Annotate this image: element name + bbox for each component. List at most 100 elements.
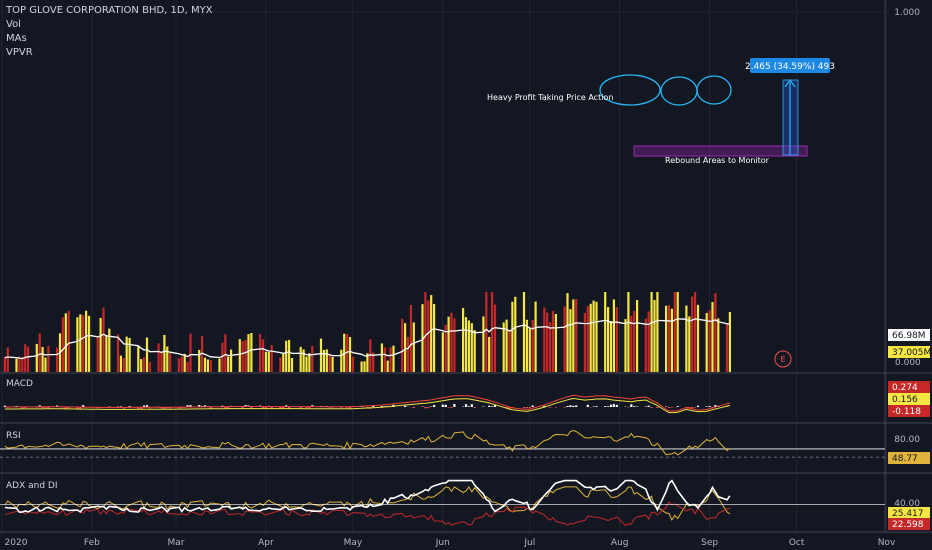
macd-histogram-bar [282, 407, 285, 409]
macd-histogram-bar [56, 405, 59, 407]
volume-bar [105, 335, 108, 372]
volume-bar [67, 310, 70, 372]
pane-tick-label: 80.00 [894, 435, 920, 445]
volume-bar [656, 292, 659, 372]
volume-bar [108, 328, 111, 372]
volume-bar [453, 318, 456, 372]
volume-bar [522, 292, 526, 372]
volume-bar [79, 314, 82, 372]
volume-bar [728, 311, 731, 372]
volume-bar [549, 322, 552, 372]
time-tick-label: Nov [878, 538, 896, 548]
macd-histogram-bar [441, 404, 444, 407]
macd-histogram-bar [714, 405, 717, 407]
axis-badge: 66.98M [888, 329, 930, 341]
volume-bar [35, 343, 38, 372]
volume-bar [282, 353, 285, 372]
volume-bar [450, 312, 453, 372]
macd-pane [3, 394, 731, 414]
volume-bar [148, 361, 151, 372]
volume-bar [363, 361, 366, 372]
volume-bar [569, 309, 572, 372]
time-tick-label: May [344, 538, 363, 548]
axis-badge: 0.156 [888, 393, 930, 405]
macd-histogram-bar [595, 406, 598, 407]
volume-bar [491, 292, 494, 372]
chart-legend: TOP GLOVE CORPORATION BHD, 1D, MYX Vol M… [6, 4, 213, 60]
macd-histogram-bar [340, 407, 343, 408]
volume-bar [119, 355, 122, 372]
macd-histogram-bar [676, 406, 679, 407]
volume-bar [369, 339, 372, 372]
indicator-mas[interactable]: MAs [6, 33, 27, 44]
volume-bar [56, 347, 59, 372]
indicator-vpvr[interactable]: VPVR [6, 47, 33, 58]
volume-bar [96, 336, 99, 372]
macd-histogram-bar [569, 405, 572, 407]
macd-histogram-bar [694, 407, 697, 408]
macd-histogram-bar [508, 407, 511, 409]
macd-histogram-bar [404, 405, 407, 407]
annotations: 2.465 (34.59%) 493 Heavy Profit Taking P… [487, 58, 835, 368]
time-tick-label: 2020 [5, 538, 28, 548]
macd-histogram-bar [203, 405, 207, 407]
volume-bar [128, 337, 131, 372]
volume-bar [685, 305, 688, 372]
macd-histogram-bar [169, 407, 172, 409]
rsi-label[interactable]: RSI [6, 431, 21, 441]
macd-histogram-bar [473, 407, 476, 408]
volume-bar [563, 306, 566, 372]
minus-di-line [4, 501, 731, 527]
macd-label[interactable]: MACD [6, 379, 33, 389]
volume-bar [447, 316, 450, 372]
macd-histogram-bar [186, 405, 189, 407]
macd-histogram-bar [549, 407, 552, 408]
plus-di-line [4, 485, 731, 521]
indicator-vol[interactable]: Vol [6, 19, 21, 30]
price-tick-label: 1.000 [894, 8, 920, 18]
volume-bar [575, 299, 578, 372]
macd-histogram-bar [627, 407, 630, 408]
volume-bar [554, 313, 557, 372]
volume-bar [224, 334, 227, 372]
adx-label[interactable]: ADX and DI [6, 481, 58, 491]
volume-bar [691, 296, 694, 372]
macd-histogram-bar [467, 406, 470, 407]
axis-badges: 8.3805.1153.7352.9951.92066.98M37.005M0.… [888, 329, 931, 530]
grid [0, 0, 932, 533]
volume-bar [99, 317, 102, 372]
macd-histogram-bar [444, 404, 447, 407]
macd-histogram-bar [647, 405, 650, 407]
volume-bar [589, 303, 592, 372]
axis-badge-label: 25.417 [892, 509, 924, 519]
volume-bar [464, 317, 468, 372]
macd-histogram-bar [79, 407, 82, 409]
volume-bar [64, 313, 67, 372]
macd-histogram-bar [145, 405, 149, 407]
volume-bar [76, 317, 79, 372]
axis-badge: 25.417 [888, 507, 930, 519]
volume-bar [688, 316, 691, 372]
macd-histogram-bar [82, 405, 85, 407]
time-axis: 2020 Feb Mar Apr May Jun Jul Aug Sep Oct Nov [5, 538, 896, 548]
volume-bar [38, 333, 41, 372]
macd-histogram-bar [21, 407, 24, 409]
macd-histogram-bar [607, 406, 610, 407]
volume-bar [288, 339, 291, 372]
volume-bar [717, 318, 720, 372]
macd-histogram-bar [708, 406, 711, 407]
volume-bar [47, 346, 50, 372]
volume-bar [241, 341, 244, 372]
volume-bar [44, 357, 47, 372]
symbol-title[interactable]: TOP GLOVE CORPORATION BHD, 1D, MYX [6, 5, 213, 16]
macd-histogram-bar [531, 405, 534, 407]
volume-bar [406, 336, 410, 372]
volume-bar [6, 347, 9, 372]
volume-bar [462, 308, 465, 372]
volume-bar [583, 312, 586, 372]
volume-bar [227, 356, 230, 372]
volume-bar [670, 308, 673, 372]
volume-bar [615, 307, 618, 372]
macd-histogram-bar [667, 407, 671, 408]
